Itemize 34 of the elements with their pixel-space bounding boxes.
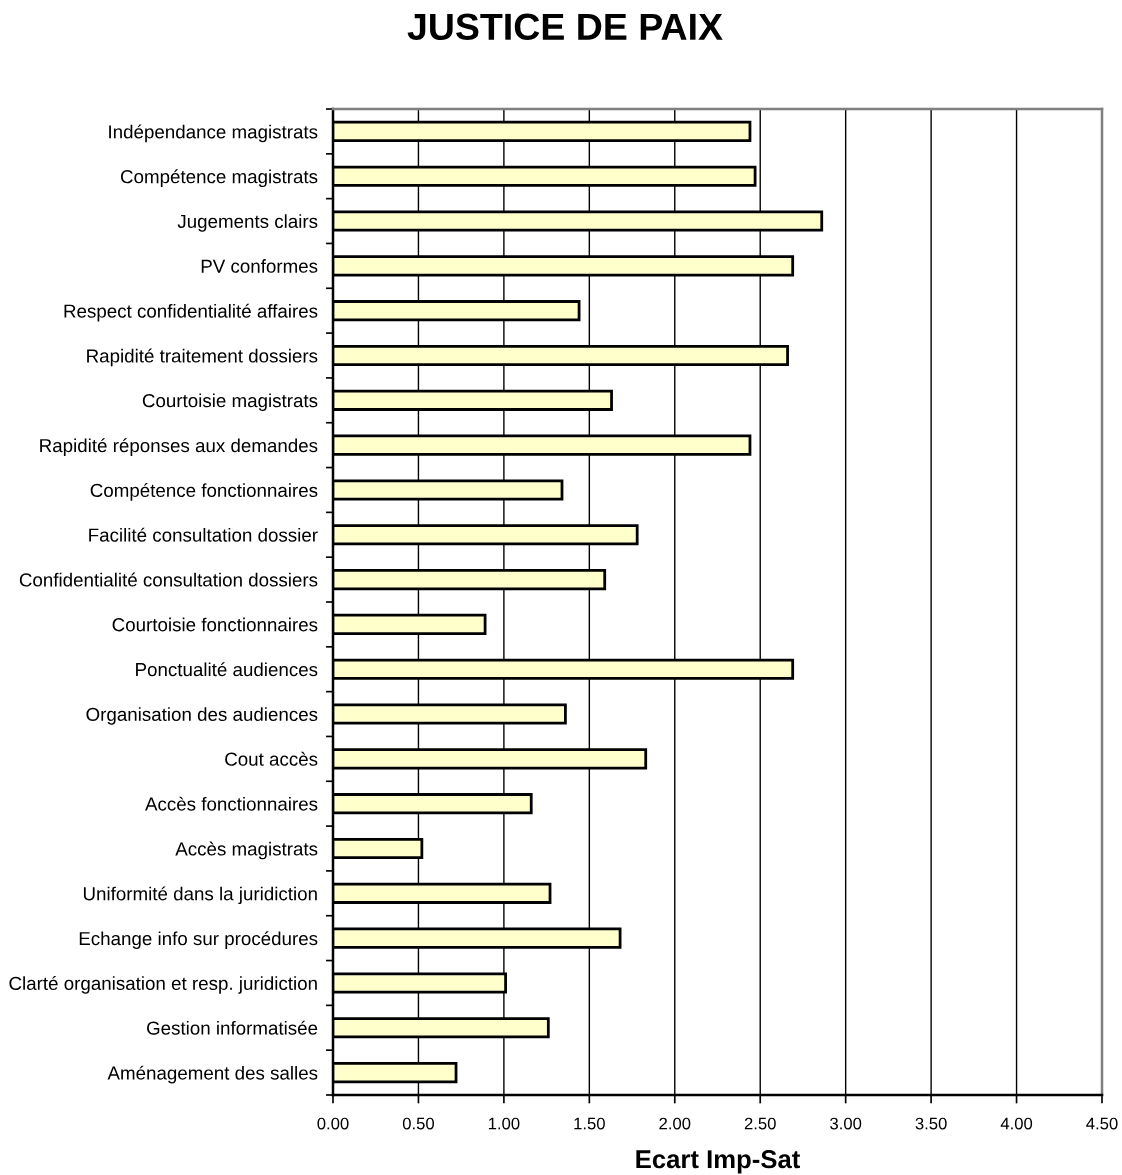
x-tick-label: 3.50 bbox=[915, 1117, 947, 1130]
y-tick-label: Compétence magistrats bbox=[120, 169, 318, 188]
x-tick-label: 1.50 bbox=[574, 1117, 605, 1130]
y-tick-label: Organisation des audiences bbox=[86, 707, 318, 725]
x-tick-label: 4.50 bbox=[1086, 1117, 1118, 1130]
y-tick-label: Courtoisie fonctionnaires bbox=[112, 617, 318, 632]
x-tick-label: 2.50 bbox=[744, 1117, 776, 1130]
chart-title: JUSTICE DE PAIX bbox=[407, 13, 723, 41]
y-tick-label: Respect confidentialité affaires bbox=[64, 303, 318, 322]
x-tick-label: 3.00 bbox=[830, 1117, 862, 1130]
y-tick-label: Echange info sur procédures bbox=[79, 931, 318, 949]
x-tick-label: 0.00 bbox=[317, 1117, 349, 1130]
y-tick-label: Gestion informatisée bbox=[147, 1020, 318, 1035]
y-tick-label: Courtoisie magistrats bbox=[142, 393, 318, 411]
y-tick-label: Indépendance magistrats bbox=[109, 124, 318, 143]
x-tick-label: 2.00 bbox=[659, 1117, 691, 1130]
y-tick-label: Clarté organisation et resp. juridiction bbox=[9, 976, 317, 994]
x-axis-title: Ecart Imp-Sat bbox=[636, 1150, 801, 1174]
y-tick-label: Rapidité réponses aux demandes bbox=[40, 438, 318, 456]
y-tick-label: Rapidité traitement dossiers bbox=[87, 348, 318, 367]
y-tick-label: Confidentialité consultation dossiers bbox=[19, 572, 318, 587]
y-tick-label: Cout accès bbox=[225, 751, 318, 766]
y-tick-label: Jugements clairs bbox=[177, 214, 318, 232]
x-tick-label: 4.00 bbox=[1000, 1117, 1033, 1130]
x-tick-label: 1.00 bbox=[488, 1117, 520, 1130]
y-tick-label: Facilité consultation dossier bbox=[89, 527, 318, 542]
y-tick-label: Compétence fonctionnaires bbox=[90, 483, 318, 501]
y-tick-label: Ponctualité audiences bbox=[136, 662, 318, 677]
y-tick-label: PV conformes bbox=[201, 259, 318, 273]
y-tick-label: Accès magistrats bbox=[175, 841, 318, 860]
x-tick-label: 0.50 bbox=[402, 1117, 435, 1130]
y-tick-label: Aménagement des salles bbox=[107, 1065, 318, 1084]
y-tick-label: Accès fonctionnaires bbox=[145, 796, 318, 811]
y-tick-label: Uniformité dans la juridiction bbox=[83, 886, 317, 905]
